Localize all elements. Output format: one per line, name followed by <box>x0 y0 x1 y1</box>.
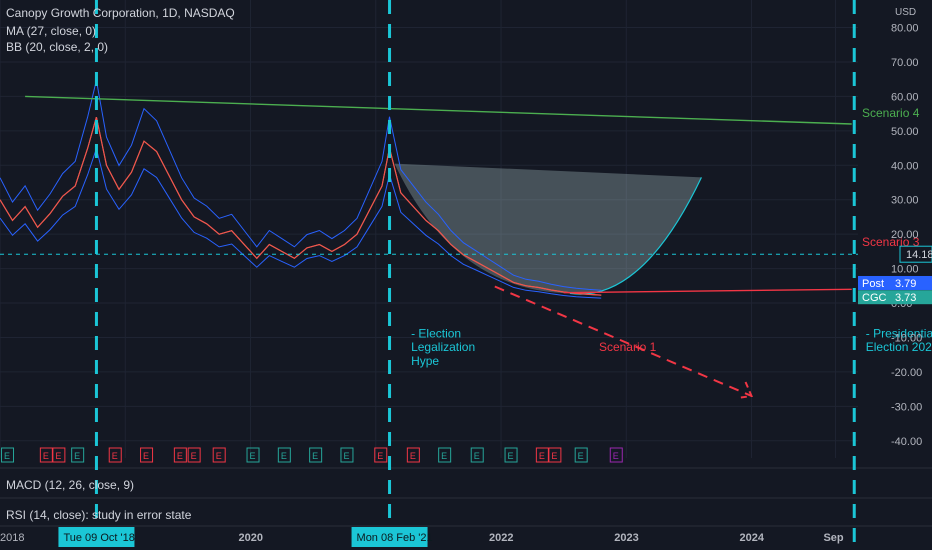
earnings-marker-label: E <box>143 451 149 461</box>
earnings-marker-label: E <box>112 451 118 461</box>
x-axis-tick-label: Sep <box>823 532 843 544</box>
scenario-4-line[interactable] <box>25 95 852 125</box>
earnings-marker-label: E <box>250 451 256 461</box>
y-axis-tick-label: 20.00 <box>891 229 919 241</box>
y-axis-tick-label: 60.00 <box>891 91 919 103</box>
earnings-marker-label: E <box>281 451 287 461</box>
cup-shape-fill[interactable] <box>394 163 702 295</box>
earnings-marker[interactable] <box>277 447 291 463</box>
bb-indicator-label[interactable]: BB (20, close, 2, 0) <box>6 40 109 54</box>
earnings-marker-label: E <box>216 451 222 461</box>
earnings-marker[interactable] <box>39 447 53 463</box>
earnings-marker[interactable] <box>309 447 323 463</box>
y-axis-tick-label: 30.00 <box>891 195 919 207</box>
earnings-marker[interactable] <box>173 447 187 463</box>
earnings-marker[interactable] <box>574 447 588 463</box>
chart-annotation[interactable]: Legalization <box>411 340 475 354</box>
y-axis-tick-label: -30.00 <box>891 401 922 413</box>
scenario-1-arrowhead <box>737 381 753 400</box>
ma-indicator-label[interactable]: MA (27, close, 0) <box>6 24 97 38</box>
earnings-marker[interactable] <box>246 447 260 463</box>
earnings-marker-label: E <box>551 451 557 461</box>
scenario-2-line[interactable] <box>563 288 852 294</box>
earnings-marker-label: E <box>177 451 183 461</box>
earnings-marker[interactable] <box>187 447 201 463</box>
price-label-text: 14.18 <box>906 249 932 261</box>
earnings-marker[interactable] <box>504 447 518 463</box>
earnings-marker[interactable] <box>71 447 85 463</box>
y-axis-tick-label: 10.00 <box>891 264 919 276</box>
chart-annotation[interactable]: Scenario 1 <box>599 340 657 354</box>
earnings-marker-label: E <box>43 451 49 461</box>
highlighted-date-box[interactable] <box>351 527 428 547</box>
price-label-box[interactable] <box>858 290 932 305</box>
earnings-marker[interactable] <box>406 447 420 463</box>
earnings-marker[interactable] <box>1 447 15 463</box>
y-axis-tick-label: 40.00 <box>891 160 919 172</box>
earnings-marker-label: E <box>312 451 318 461</box>
rsi-pane-label[interactable]: RSI (14, close): study in error state <box>6 508 192 522</box>
price-label-box[interactable] <box>858 275 932 290</box>
chart-annotation[interactable]: Election 2024 <box>866 340 932 354</box>
x-axis-tick-label: 2020 <box>239 532 263 544</box>
price-label-value: 3.73 <box>895 292 916 304</box>
earnings-marker[interactable] <box>535 447 549 463</box>
chart-annotation[interactable]: - Election <box>411 326 461 340</box>
y-axis-tick-label: 80.00 <box>891 23 919 35</box>
macd-pane-label[interactable]: MACD (12, 26, close, 9) <box>6 478 135 492</box>
earnings-marker-label: E <box>539 451 545 461</box>
price-line[interactable] <box>0 116 602 296</box>
scenario-1-arrow[interactable] <box>494 285 752 397</box>
earnings-marker-label: E <box>74 451 80 461</box>
y-axis-tick-label: 70.00 <box>891 57 919 69</box>
earnings-marker[interactable] <box>470 447 484 463</box>
y-axis-tick-label: -20.00 <box>891 367 922 379</box>
earnings-marker-label: E <box>613 451 619 461</box>
x-axis-tick-label: 2023 <box>614 532 638 544</box>
earnings-marker[interactable] <box>212 447 226 463</box>
earnings-marker-label: E <box>343 451 349 461</box>
earnings-marker-label: E <box>474 451 480 461</box>
price-label-text: CGC <box>862 292 887 304</box>
highlighted-date-box[interactable] <box>58 527 135 547</box>
earnings-marker-label: E <box>441 451 447 461</box>
bb-upper-band <box>0 80 602 291</box>
highlighted-date-label: Mon 08 Feb '21 <box>357 532 433 544</box>
symbol-title: Canopy Growth Corporation, 1D, NASDAQ <box>6 6 235 20</box>
earnings-marker[interactable] <box>374 447 388 463</box>
earnings-marker-label: E <box>578 451 584 461</box>
x-axis-tick-label: 2024 <box>740 532 765 544</box>
y-axis-tick-label: 50.00 <box>891 126 919 138</box>
earnings-marker[interactable] <box>548 447 562 463</box>
x-axis-tick-label: 2022 <box>489 532 513 544</box>
chart-annotation[interactable]: - Presidential <box>866 326 932 340</box>
earnings-marker[interactable] <box>609 447 623 463</box>
earnings-marker[interactable] <box>340 447 354 463</box>
earnings-marker-label: E <box>410 451 416 461</box>
bb-lower-band <box>0 146 602 299</box>
price-label-text: Post <box>862 278 884 290</box>
earnings-marker[interactable] <box>52 447 66 463</box>
highlighted-date-label: Tue 09 Oct '18 <box>63 532 134 544</box>
price-label-value: 3.79 <box>895 278 916 290</box>
earnings-marker[interactable] <box>438 447 452 463</box>
earnings-marker-label: E <box>4 451 10 461</box>
chart-annotation[interactable]: Hype <box>411 354 439 368</box>
earnings-marker-label: E <box>191 451 197 461</box>
x-axis-tick-label: 2018 <box>0 532 24 544</box>
earnings-marker-label: E <box>377 451 383 461</box>
y-axis-tick-label: -10.00 <box>891 332 922 344</box>
earnings-marker-label: E <box>508 451 514 461</box>
earnings-marker[interactable] <box>140 447 154 463</box>
earnings-marker[interactable] <box>108 447 122 463</box>
earnings-marker-label: E <box>55 451 61 461</box>
chart-annotation[interactable]: Scenario 4 <box>862 106 920 120</box>
y-axis-tick-label: -40.00 <box>891 436 922 448</box>
y-axis-unit: USD <box>895 7 916 18</box>
price-label-box[interactable] <box>899 245 932 263</box>
